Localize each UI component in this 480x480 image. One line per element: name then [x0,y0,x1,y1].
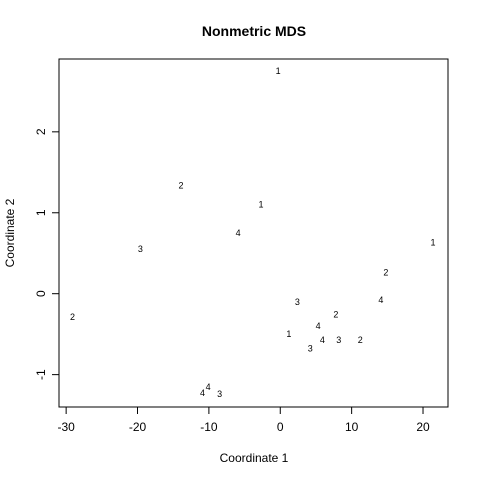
x-tick-label: -20 [129,420,147,434]
y-axis-label: Coordinate 2 [3,198,17,267]
y-tick-label: 0 [34,290,48,297]
x-tick-label: 0 [277,420,284,434]
data-point-label: 2 [179,180,184,190]
plot-frame [58,58,449,408]
data-point-label: 3 [336,335,341,345]
y-tick-label: -1 [34,369,48,380]
data-point-label: 3 [138,244,143,254]
data-point-label: 2 [383,268,388,278]
data-point-label: 4 [378,295,383,305]
data-point-label: 4 [206,382,211,392]
data-point-label: 4 [316,321,321,331]
data-point-label: 1 [286,329,291,339]
x-tick-label: -30 [57,420,75,434]
chart-title: Nonmetric MDS [202,23,306,39]
data-point-label: 3 [217,389,222,399]
x-tick-label: -10 [200,420,218,434]
data-point-label: 2 [333,310,338,320]
data-point-label: 4 [200,388,205,398]
data-point-label: 2 [358,335,363,345]
x-tick-label: 10 [345,420,359,434]
x-axis-label: Coordinate 1 [220,451,289,465]
data-point-label: 1 [276,66,281,76]
data-point-label: 1 [258,200,263,210]
data-point-label: 4 [320,335,325,345]
data-point-label: 3 [308,344,313,354]
data-point-label: 4 [236,228,241,238]
y-axis: -1 0 1 2 [34,128,60,380]
x-axis: -30 -20 -10 0 10 20 [57,406,430,434]
x-tick-label: 20 [416,420,430,434]
y-tick-label: 2 [34,128,48,135]
y-tick-label: 1 [34,209,48,216]
data-point-label: 3 [295,297,300,307]
data-point-label: 1 [431,238,436,248]
data-point-label: 2 [70,312,75,322]
